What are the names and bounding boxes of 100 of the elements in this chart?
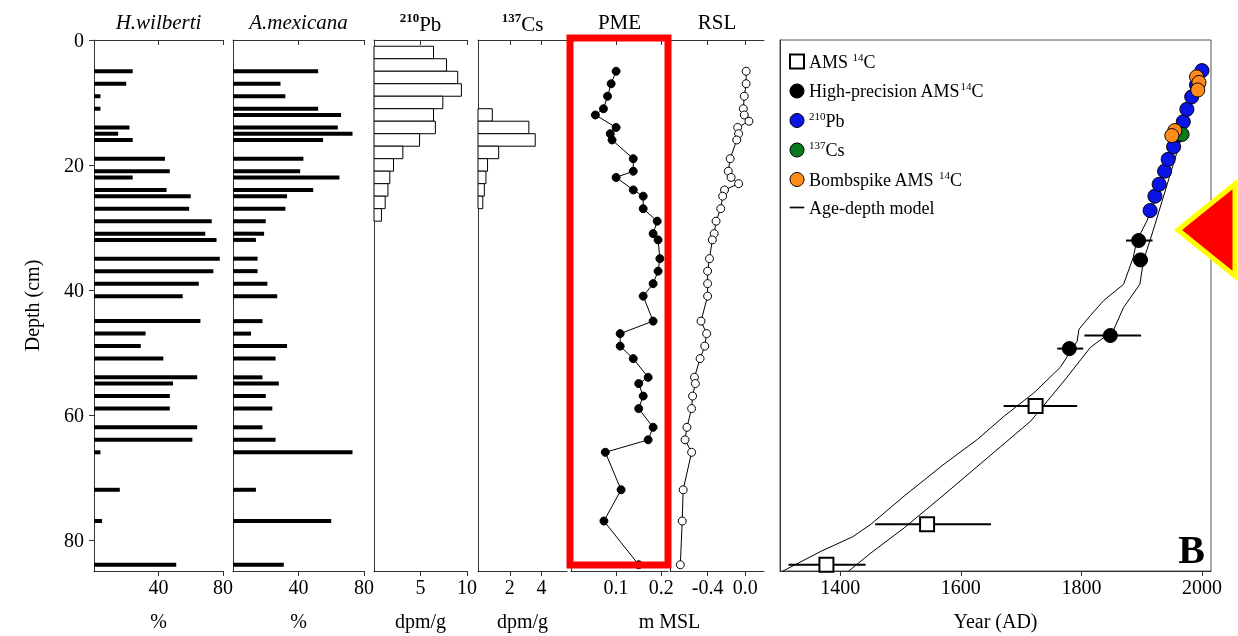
point <box>696 316 706 326</box>
bar <box>94 269 214 274</box>
bar <box>94 381 174 386</box>
point <box>1157 163 1173 179</box>
y-tick-label: 80 <box>64 528 84 551</box>
bar <box>94 437 193 442</box>
point <box>628 354 638 364</box>
point <box>1151 176 1167 192</box>
point <box>607 135 617 145</box>
bar <box>94 137 133 142</box>
point <box>1190 82 1206 98</box>
chart-title: A.mexicana <box>247 9 348 34</box>
point <box>628 166 638 176</box>
bar <box>94 81 127 86</box>
bar <box>233 437 276 442</box>
point <box>638 391 648 401</box>
x-tick-label: -0.4 <box>691 576 724 598</box>
point <box>741 66 751 76</box>
bar <box>94 156 165 161</box>
legend-label: Age-depth model <box>809 197 935 218</box>
bar <box>94 206 190 211</box>
point <box>716 204 726 214</box>
point <box>687 404 697 414</box>
x-axis-title: dpm/g <box>496 610 549 633</box>
point <box>734 179 744 189</box>
point <box>1179 101 1195 117</box>
bar <box>94 425 198 430</box>
point <box>653 235 663 245</box>
bar <box>233 69 319 74</box>
point <box>704 254 714 264</box>
point <box>655 254 665 264</box>
point <box>648 422 658 432</box>
x-tick-label: 5 <box>415 576 426 598</box>
bar <box>233 519 332 524</box>
bar <box>94 231 206 236</box>
x-tick-label: 1800 <box>1061 576 1102 598</box>
point <box>680 435 690 445</box>
point <box>611 122 621 132</box>
bar <box>94 125 130 130</box>
bar <box>233 112 342 117</box>
bar <box>94 131 119 136</box>
point <box>725 154 735 164</box>
point <box>1102 327 1118 343</box>
bar <box>233 381 279 386</box>
bar <box>94 562 177 567</box>
x-tick-label: 2000 <box>1181 576 1222 598</box>
point <box>818 556 835 573</box>
x-tick-label: 0.1 <box>603 576 629 598</box>
point <box>628 154 638 164</box>
point <box>1131 233 1147 249</box>
point <box>643 372 653 382</box>
bar <box>94 187 167 192</box>
point <box>739 110 749 120</box>
annotation: B <box>1178 526 1206 572</box>
x-axis-title: % <box>150 610 167 632</box>
x-axis-title: % <box>290 610 307 632</box>
bar <box>94 450 101 455</box>
point <box>726 172 736 182</box>
bar <box>94 519 103 524</box>
point <box>598 104 608 114</box>
bar <box>233 125 338 130</box>
bar <box>94 194 191 199</box>
bar <box>94 319 201 324</box>
bar <box>94 375 198 380</box>
bar <box>94 106 101 111</box>
bar <box>233 319 263 324</box>
point <box>1061 341 1077 357</box>
point <box>703 291 713 301</box>
point <box>615 329 625 339</box>
bar <box>233 194 288 199</box>
x-axis-title: dpm/g <box>394 610 447 633</box>
point <box>1147 188 1163 204</box>
point <box>1027 398 1044 415</box>
point <box>707 235 717 245</box>
x-tick-label: 1400 <box>820 576 861 598</box>
point <box>648 279 658 289</box>
point <box>1132 252 1148 268</box>
x-tick-label: 40 <box>148 576 169 598</box>
bar <box>94 169 170 174</box>
point <box>1160 151 1176 167</box>
point <box>638 191 648 201</box>
bar <box>94 331 146 336</box>
point <box>703 279 713 289</box>
bar <box>233 131 353 136</box>
point <box>732 135 742 145</box>
point <box>702 329 712 339</box>
point <box>628 185 638 195</box>
point <box>600 447 610 457</box>
bar <box>94 344 141 349</box>
bar <box>233 94 286 99</box>
bar <box>94 356 164 361</box>
x-tick-label: 2 <box>504 576 515 598</box>
x-tick-label: 0.2 <box>648 576 674 598</box>
point <box>688 391 698 401</box>
bar <box>94 256 220 261</box>
bar <box>233 331 252 336</box>
bar <box>233 562 284 567</box>
bar <box>233 375 263 380</box>
point <box>653 266 663 276</box>
bar <box>94 219 212 224</box>
